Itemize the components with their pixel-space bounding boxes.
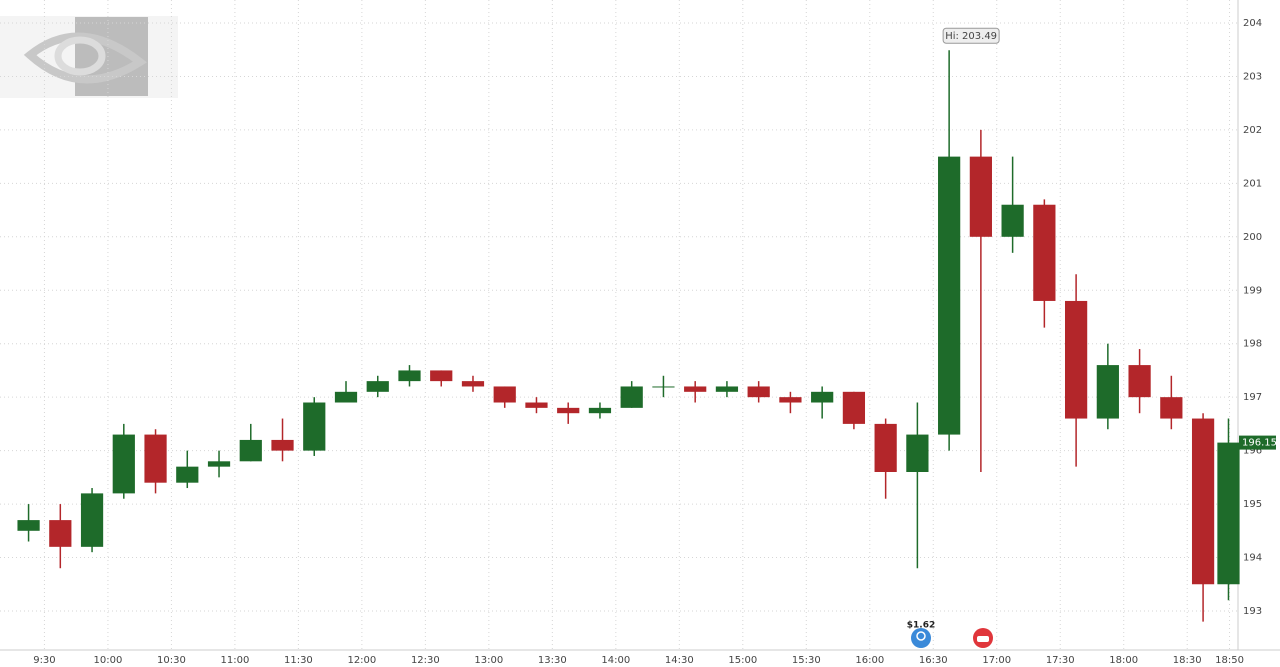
candle-body: [17, 520, 40, 531]
event-icons: [911, 628, 993, 648]
x-tick-label: 12:00: [347, 655, 376, 666]
candle-body: [144, 434, 167, 483]
candle-body: [239, 439, 262, 462]
y-tick-label: 201: [1243, 178, 1262, 189]
dividend-label: $1.62: [907, 621, 935, 631]
candle-body: [112, 434, 135, 494]
candle-body: [938, 156, 961, 435]
last-price-box: [1239, 435, 1276, 450]
y-tick-label: 199: [1243, 285, 1262, 296]
x-tick-label: 18:00: [1109, 655, 1138, 666]
candle-body: [620, 386, 643, 408]
candle-body: [430, 370, 453, 382]
candle-body: [49, 520, 72, 547]
candle-body: [842, 391, 866, 424]
x-tick-label: 14:30: [665, 655, 694, 666]
y-tick-label: 198: [1243, 339, 1262, 350]
candle-body: [715, 386, 739, 392]
x-tick-label: 11:30: [284, 655, 313, 666]
candle-body: [969, 156, 992, 237]
candle-body: [366, 381, 389, 392]
x-tick-label: 13:30: [538, 655, 567, 666]
candle-body: [684, 386, 707, 392]
x-tick-label: 10:30: [157, 655, 186, 666]
y-tick-label: 200: [1243, 232, 1262, 243]
x-tick-label: 16:30: [919, 655, 948, 666]
candle-body: [493, 386, 516, 403]
candle-body: [747, 386, 770, 398]
candle-body: [303, 402, 326, 451]
x-tick-label: 13:00: [474, 655, 503, 666]
candle-body: [461, 381, 485, 387]
candle-body: [1033, 204, 1056, 301]
candle-body: [398, 370, 421, 382]
candle-body: [207, 461, 231, 467]
x-tick-label: 18:50: [1215, 655, 1244, 666]
y-tick-label: 204: [1243, 18, 1262, 29]
hi-callout-box: [942, 27, 1000, 44]
candle-body: [1001, 204, 1024, 237]
candle-body: [80, 493, 104, 547]
y-tick-label: 194: [1243, 553, 1262, 564]
candle-body: [652, 386, 675, 388]
last-price: 196.15: [1242, 438, 1277, 449]
x-tick-label: 15:30: [792, 655, 821, 666]
y-tick-label: 196: [1243, 446, 1262, 457]
logo: [0, 16, 178, 98]
candle-body: [588, 407, 612, 414]
candle-body: [1191, 418, 1215, 585]
y-tick-label: 195: [1243, 499, 1262, 510]
candle-body: [1160, 397, 1183, 419]
x-tick-label: 17:30: [1046, 655, 1075, 666]
x-tick-label: 10:00: [94, 655, 123, 666]
x-tick-label: 12:30: [411, 655, 440, 666]
candle-body: [525, 402, 548, 408]
x-tick-label: 11:00: [220, 655, 249, 666]
candle-body: [1128, 365, 1151, 398]
candle-body: [1064, 300, 1088, 419]
candle-body: [906, 434, 929, 472]
y-tick-label: 203: [1243, 71, 1262, 82]
candle-body: [811, 391, 834, 403]
candle-body: [1217, 442, 1240, 585]
x-tick-label: 17:00: [982, 655, 1011, 666]
candle-body: [779, 397, 802, 403]
candle-body: [176, 466, 199, 483]
x-tick-label: 18:30: [1173, 655, 1202, 666]
x-tick-label: 15:00: [728, 655, 757, 666]
candle-body: [874, 423, 897, 472]
x-tick-label: 14:00: [601, 655, 630, 666]
candle-body: [334, 391, 358, 403]
x-tick-label: 16:00: [855, 655, 884, 666]
y-tick-label: 197: [1243, 392, 1262, 403]
y-tick-label: 193: [1243, 606, 1262, 617]
candle-body: [1096, 365, 1119, 419]
hi-callout: Hi: 203.49: [945, 31, 997, 42]
candle-body: [557, 407, 580, 414]
y-tick-label: 202: [1243, 125, 1262, 136]
x-tick-label: 9:30: [33, 655, 55, 666]
candle-body: [271, 439, 294, 451]
